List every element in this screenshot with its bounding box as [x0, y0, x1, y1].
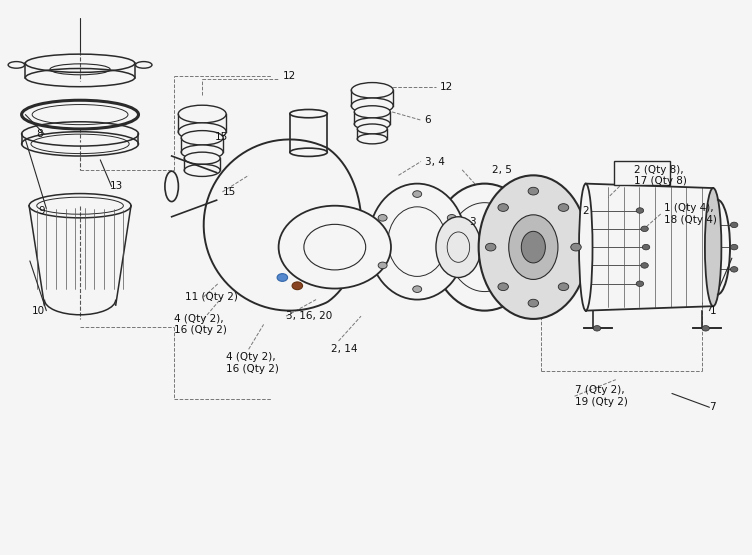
- Text: 11 (Qty 2): 11 (Qty 2): [185, 292, 238, 302]
- Ellipse shape: [181, 130, 223, 145]
- Circle shape: [498, 204, 508, 211]
- Text: 7 (Qty 2),
19 (Qty 2): 7 (Qty 2), 19 (Qty 2): [575, 385, 627, 407]
- Text: 4 (Qty 2),
16 (Qty 2): 4 (Qty 2), 16 (Qty 2): [226, 352, 279, 374]
- Circle shape: [277, 274, 287, 281]
- Ellipse shape: [351, 98, 393, 113]
- Ellipse shape: [354, 118, 390, 130]
- Ellipse shape: [290, 109, 327, 118]
- Circle shape: [447, 262, 456, 269]
- Ellipse shape: [351, 83, 393, 98]
- Ellipse shape: [521, 231, 545, 263]
- Circle shape: [498, 283, 508, 291]
- Text: 2, 5: 2, 5: [492, 165, 512, 175]
- Ellipse shape: [178, 123, 226, 140]
- Circle shape: [641, 226, 648, 231]
- Text: 3, 4: 3, 4: [425, 157, 444, 166]
- Circle shape: [730, 244, 738, 250]
- Circle shape: [593, 326, 601, 331]
- Ellipse shape: [508, 215, 558, 279]
- Circle shape: [378, 215, 387, 221]
- Circle shape: [571, 243, 581, 251]
- Circle shape: [636, 208, 644, 213]
- Ellipse shape: [181, 145, 223, 159]
- Text: 6: 6: [425, 115, 432, 125]
- Text: 9: 9: [38, 206, 45, 216]
- Ellipse shape: [705, 188, 721, 306]
- Circle shape: [486, 243, 496, 251]
- Text: 7: 7: [709, 402, 716, 412]
- Text: 3, 16, 20: 3, 16, 20: [286, 311, 332, 321]
- Text: 13: 13: [110, 181, 123, 191]
- Circle shape: [413, 191, 422, 198]
- Text: 2: 2: [582, 206, 589, 216]
- Ellipse shape: [178, 105, 226, 123]
- Ellipse shape: [357, 124, 387, 134]
- Text: 4 (Qty 2),
16 (Qty 2): 4 (Qty 2), 16 (Qty 2): [174, 314, 226, 335]
- Circle shape: [558, 204, 569, 211]
- Text: www.swimmingpoolparts.com: www.swimmingpoolparts.com: [288, 250, 435, 260]
- Circle shape: [636, 281, 644, 286]
- Circle shape: [642, 244, 650, 250]
- Text: 1: 1: [709, 306, 716, 316]
- Circle shape: [641, 263, 648, 268]
- Ellipse shape: [368, 184, 466, 300]
- Ellipse shape: [290, 148, 327, 157]
- Ellipse shape: [478, 175, 588, 319]
- Text: 2 (Qty 8),
17 (Qty 8): 2 (Qty 8), 17 (Qty 8): [635, 164, 687, 186]
- Circle shape: [528, 187, 538, 195]
- Circle shape: [730, 266, 738, 272]
- Circle shape: [413, 286, 422, 292]
- Circle shape: [378, 262, 387, 269]
- Text: 1 (Qty 4),
18 (Qty 4): 1 (Qty 4), 18 (Qty 4): [665, 203, 717, 225]
- Text: 12: 12: [282, 71, 296, 81]
- Text: 15: 15: [223, 187, 235, 197]
- Ellipse shape: [357, 134, 387, 144]
- Ellipse shape: [184, 164, 220, 176]
- Ellipse shape: [184, 152, 220, 164]
- Text: 12: 12: [440, 82, 453, 92]
- Text: 3: 3: [470, 217, 476, 228]
- Text: 15: 15: [215, 132, 228, 142]
- Text: 8: 8: [36, 129, 43, 139]
- Circle shape: [292, 282, 302, 290]
- Ellipse shape: [579, 184, 593, 311]
- Text: 2, 14: 2, 14: [331, 344, 357, 354]
- Ellipse shape: [436, 217, 481, 278]
- Circle shape: [558, 283, 569, 291]
- Circle shape: [730, 222, 738, 228]
- Circle shape: [528, 299, 538, 307]
- Circle shape: [702, 326, 709, 331]
- Ellipse shape: [432, 184, 537, 311]
- Text: 10: 10: [32, 306, 45, 316]
- Circle shape: [447, 215, 456, 221]
- FancyBboxPatch shape: [614, 161, 671, 185]
- Ellipse shape: [354, 106, 390, 118]
- Circle shape: [278, 206, 391, 289]
- Ellipse shape: [165, 171, 178, 201]
